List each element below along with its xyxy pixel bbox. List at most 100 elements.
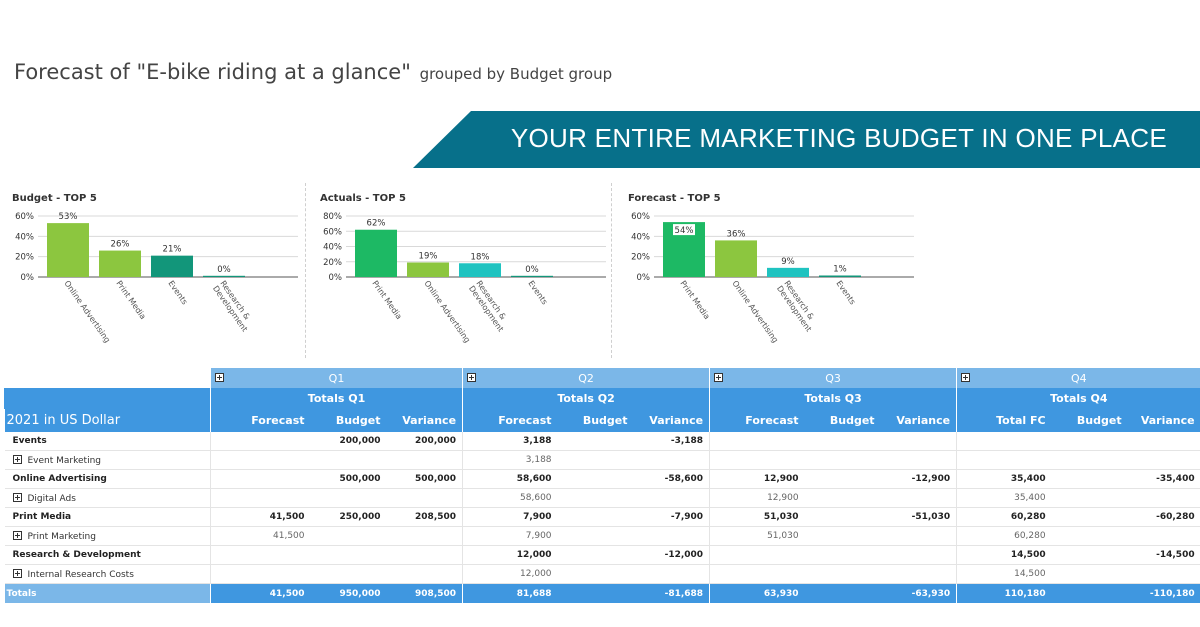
table-cell bbox=[709, 432, 805, 451]
totals-cell: 908,500 bbox=[386, 583, 463, 603]
budget-pivot-table: Q1 Q2 Q3 Q4 Totals Q1 Totals Q2 Totals Q3 Total… bbox=[4, 368, 1200, 603]
table-cell: 51,030 bbox=[709, 526, 805, 546]
quarter-totals-header: Totals Q4 bbox=[956, 388, 1200, 409]
table-cell bbox=[557, 564, 634, 584]
sub-row-label[interactable]: Event Marketing bbox=[4, 450, 211, 470]
column-header: Budget bbox=[1051, 409, 1128, 432]
totals-cell: 63,930 bbox=[709, 583, 805, 603]
bar bbox=[47, 223, 89, 277]
actuals-top5-chart: Actuals - TOP 5 80% 60% 40% 20% 0% 62% Print Me… bbox=[320, 193, 606, 344]
table-cell: 58,600 bbox=[462, 488, 558, 508]
bar-value-label: 9% bbox=[781, 257, 795, 267]
bar bbox=[407, 262, 449, 277]
y-tick-label: 0% bbox=[637, 273, 651, 283]
totals-cell: -81,688 bbox=[633, 583, 710, 603]
bar bbox=[151, 255, 193, 277]
group-row-label: Events bbox=[4, 432, 211, 451]
expand-icon[interactable] bbox=[12, 492, 22, 502]
bar bbox=[459, 263, 501, 277]
quarter-header[interactable]: Q3 bbox=[709, 368, 957, 388]
table-row: Research & Development 12,000 -12,000 14,50… bbox=[4, 545, 1200, 565]
table-cell bbox=[1127, 526, 1200, 546]
budget-top5-chart: Budget - TOP 5 60% 40% 20% 0% 53% Online Adver… bbox=[12, 193, 298, 344]
y-tick-label: 40% bbox=[323, 243, 342, 253]
table-cell: -14,500 bbox=[1127, 545, 1200, 565]
group-row-label: Research & Development bbox=[4, 545, 211, 565]
table-cell bbox=[956, 432, 1052, 451]
table-cell: -7,900 bbox=[633, 507, 710, 527]
expand-icon[interactable] bbox=[12, 530, 22, 540]
table-cell: 3,188 bbox=[462, 450, 558, 470]
table-cell: -35,400 bbox=[1127, 469, 1200, 489]
table-cell bbox=[1051, 488, 1128, 508]
table-cell bbox=[633, 488, 710, 508]
table-cell bbox=[310, 545, 387, 565]
title-subtitle: grouped by Budget group bbox=[419, 65, 613, 83]
table-cell bbox=[310, 564, 387, 584]
bar bbox=[511, 275, 553, 277]
table-cell bbox=[210, 564, 311, 584]
totals-header-blank bbox=[4, 388, 211, 409]
table-cell: 35,400 bbox=[956, 469, 1052, 489]
bar-value-label: 21% bbox=[163, 245, 182, 255]
bar bbox=[99, 250, 141, 277]
page-title: Forecast of "E-bike riding at a glance" … bbox=[14, 60, 612, 84]
table-cell bbox=[633, 564, 710, 584]
table-cell bbox=[804, 432, 881, 451]
table-cell bbox=[1051, 432, 1128, 451]
totals-cell: 41,500 bbox=[210, 583, 311, 603]
bar bbox=[355, 229, 397, 277]
sub-row-label[interactable]: Digital Ads bbox=[4, 488, 211, 508]
x-tick-label: Online Advertising bbox=[62, 279, 112, 344]
quarter-header[interactable]: Q4 bbox=[956, 368, 1200, 388]
table-cell bbox=[210, 469, 311, 489]
table-cell: 208,500 bbox=[386, 507, 463, 527]
expand-icon[interactable] bbox=[12, 454, 22, 464]
column-header: Budget bbox=[310, 409, 387, 432]
table-cell bbox=[1051, 545, 1128, 565]
x-tick-label: Online Advertising bbox=[422, 279, 472, 344]
table-cell bbox=[1051, 469, 1128, 489]
table-cell: 60,280 bbox=[956, 526, 1052, 546]
table-cell bbox=[709, 545, 805, 565]
expand-icon[interactable] bbox=[961, 373, 971, 382]
bar-value-label: 18% bbox=[471, 252, 490, 262]
table-cell bbox=[210, 432, 311, 451]
table-cell bbox=[210, 450, 311, 470]
table-cell bbox=[557, 432, 634, 451]
y-tick-label: 60% bbox=[15, 212, 34, 222]
bar-label-bg bbox=[673, 224, 695, 236]
column-header: Variance bbox=[633, 409, 710, 432]
y-tick-label: 20% bbox=[631, 253, 650, 263]
quarter-header[interactable]: Q2 bbox=[462, 368, 710, 388]
table-cell bbox=[804, 469, 881, 489]
column-header: Forecast bbox=[210, 409, 311, 432]
totals-cell: 950,000 bbox=[310, 583, 387, 603]
expand-icon[interactable] bbox=[714, 373, 724, 382]
table-cell bbox=[557, 450, 634, 470]
table-cell bbox=[709, 564, 805, 584]
expand-icon[interactable] bbox=[467, 373, 477, 382]
table-cell bbox=[804, 545, 881, 565]
expand-icon[interactable] bbox=[12, 568, 22, 578]
table-cell: -58,600 bbox=[633, 469, 710, 489]
totals-cell: 81,688 bbox=[462, 583, 558, 603]
table-cell bbox=[1051, 450, 1128, 470]
bar-value-label: 26% bbox=[111, 240, 130, 250]
table-cell bbox=[709, 450, 805, 470]
expand-icon[interactable] bbox=[215, 373, 224, 382]
bar-value-label: 53% bbox=[59, 212, 78, 222]
table-cell: 500,000 bbox=[386, 469, 463, 489]
x-tick-label: Online Advertising bbox=[730, 279, 780, 344]
table-cell bbox=[386, 564, 463, 584]
table-cell: 3,188 bbox=[462, 432, 558, 451]
y-tick-label: 20% bbox=[15, 253, 34, 263]
table-cell: -12,900 bbox=[880, 469, 957, 489]
sub-row-label[interactable]: Print Marketing bbox=[4, 526, 211, 546]
table-cell bbox=[880, 545, 957, 565]
sub-row-label[interactable]: Internal Research Costs bbox=[4, 564, 211, 584]
quarter-header[interactable]: Q1 bbox=[209, 368, 463, 388]
bar-value-label: 54% bbox=[675, 226, 694, 236]
x-tick-label: Print Media bbox=[114, 279, 147, 321]
quarter-totals-header: Totals Q3 bbox=[709, 388, 957, 409]
